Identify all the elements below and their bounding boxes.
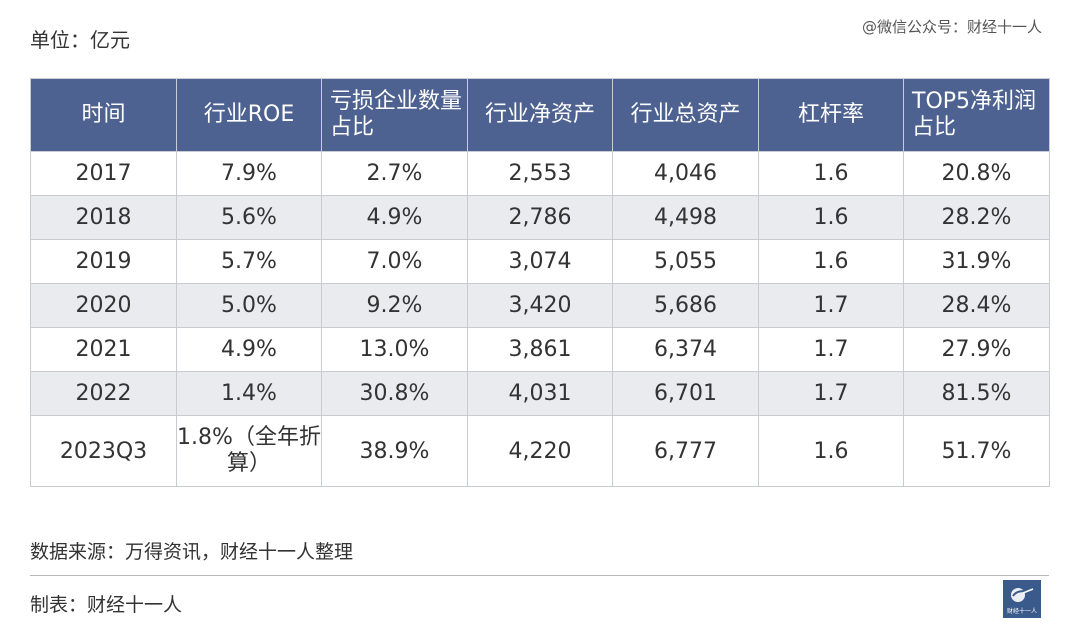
table-row: 2017 7.9% 2.7% 2,553 4,046 1.6 20.8% <box>30 151 1050 196</box>
table-row: 2022 1.4% 30.8% 4,031 6,701 1.7 81.5% <box>30 371 1050 416</box>
table-cell: 81.5% <box>903 371 1050 416</box>
table-cell: 2,553 <box>467 151 613 196</box>
table-row: 2023Q3 1.8%（全年折算） 38.9% 4,220 6,777 1.6 … <box>30 415 1050 487</box>
table-cell: 2.7% <box>321 151 468 196</box>
table-cell: 2020 <box>30 283 177 328</box>
data-table: 时间 行业ROE 亏损企业数量占比 行业净资产 行业总资产 杠杆率 TOP5净利… <box>30 78 1050 487</box>
table-cell: 6,777 <box>612 415 759 487</box>
table-cell: 4.9% <box>176 327 322 372</box>
table-cell: 30.8% <box>321 371 468 416</box>
table-cell: 3,074 <box>467 239 613 284</box>
header-cell-total-assets: 行业总资产 <box>612 78 759 152</box>
table-cell: 1.7 <box>758 371 904 416</box>
table-cell: 5,055 <box>612 239 759 284</box>
table-cell: 2,786 <box>467 195 613 240</box>
table-cell: 6,374 <box>612 327 759 372</box>
data-table-container: 时间 行业ROE 亏损企业数量占比 行业净资产 行业总资产 杠杆率 TOP5净利… <box>30 78 1050 487</box>
table-cell: 28.4% <box>903 283 1050 328</box>
table-cell: 28.2% <box>903 195 1050 240</box>
data-source-note: 数据来源：万得资讯，财经十一人整理 <box>30 541 354 563</box>
table-cell: 20.8% <box>903 151 1050 196</box>
table-cell: 1.6 <box>758 195 904 240</box>
logo-graphic: 财经十一人 <box>1007 588 1037 615</box>
table-cell: 1.7 <box>758 327 904 372</box>
table-cell: 6,701 <box>612 371 759 416</box>
table-cell: 9.2% <box>321 283 468 328</box>
header-cell-net-assets: 行业净资产 <box>467 78 613 152</box>
header-cell-time: 时间 <box>30 78 177 152</box>
table-cell: 4,220 <box>467 415 613 487</box>
header-cell-loss-ratio: 亏损企业数量占比 <box>321 78 468 152</box>
caijing-logo-icon: 财经十一人 <box>1003 580 1041 618</box>
table-cell: 5,686 <box>612 283 759 328</box>
unit-label: 单位：亿元 <box>30 28 130 52</box>
table-header-row: 时间 行业ROE 亏损企业数量占比 行业净资产 行业总资产 杠杆率 TOP5净利… <box>30 78 1050 152</box>
table-cell: 51.7% <box>903 415 1050 487</box>
table-cell: 2018 <box>30 195 177 240</box>
divider <box>30 575 1049 576</box>
table-cell: 2019 <box>30 239 177 284</box>
table-row: 2018 5.6% 4.9% 2,786 4,498 1.6 28.2% <box>30 195 1050 240</box>
table-cell: 5.6% <box>176 195 322 240</box>
table-cell: 7.0% <box>321 239 468 284</box>
table-cell: 7.9% <box>176 151 322 196</box>
watermark: @微信公众号：财经十一人 <box>862 18 1043 36</box>
table-cell: 1.8%（全年折算） <box>176 415 322 487</box>
table-cell: 1.4% <box>176 371 322 416</box>
table-row: 2019 5.7% 7.0% 3,074 5,055 1.6 31.9% <box>30 239 1050 284</box>
table-cell: 2023Q3 <box>30 415 177 487</box>
header-cell-top5-share: TOP5净利润占比 <box>903 78 1050 152</box>
header-cell-roe: 行业ROE <box>176 78 322 152</box>
table-cell: 1.6 <box>758 151 904 196</box>
table-cell: 2021 <box>30 327 177 372</box>
table-cell: 27.9% <box>903 327 1050 372</box>
table-cell: 5.0% <box>176 283 322 328</box>
table-cell: 4,031 <box>467 371 613 416</box>
table-cell: 5.7% <box>176 239 322 284</box>
table-cell: 1.7 <box>758 283 904 328</box>
table-row: 2020 5.0% 9.2% 3,420 5,686 1.7 28.4% <box>30 283 1050 328</box>
table-cell: 31.9% <box>903 239 1050 284</box>
table-cell: 2017 <box>30 151 177 196</box>
header-cell-leverage: 杠杆率 <box>758 78 904 152</box>
logo-text: 财经十一人 <box>1007 607 1037 615</box>
table-cell: 1.6 <box>758 415 904 487</box>
table-cell: 4,498 <box>612 195 759 240</box>
table-cell: 4.9% <box>321 195 468 240</box>
table-cell: 3,861 <box>467 327 613 372</box>
table-cell: 38.9% <box>321 415 468 487</box>
table-cell: 13.0% <box>321 327 468 372</box>
table-row: 2021 4.9% 13.0% 3,861 6,374 1.7 27.9% <box>30 327 1050 372</box>
table-cell: 2022 <box>30 371 177 416</box>
table-cell: 4,046 <box>612 151 759 196</box>
table-maker-note: 制表：财经十一人 <box>30 594 183 616</box>
table-cell: 1.6 <box>758 239 904 284</box>
table-cell: 3,420 <box>467 283 613 328</box>
